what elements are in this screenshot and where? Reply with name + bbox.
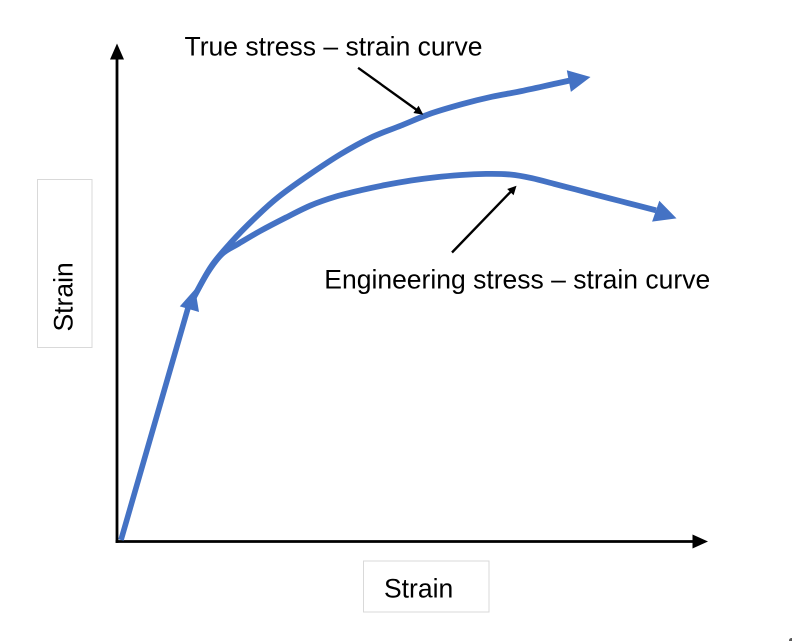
svg-text:Engineering stress – strain cu: Engineering stress – strain curve	[324, 265, 710, 295]
svg-text:Strain: Strain	[49, 262, 79, 331]
svg-text:Strain: Strain	[384, 574, 453, 604]
svg-text:True stress – strain curve: True stress – strain curve	[185, 31, 483, 61]
